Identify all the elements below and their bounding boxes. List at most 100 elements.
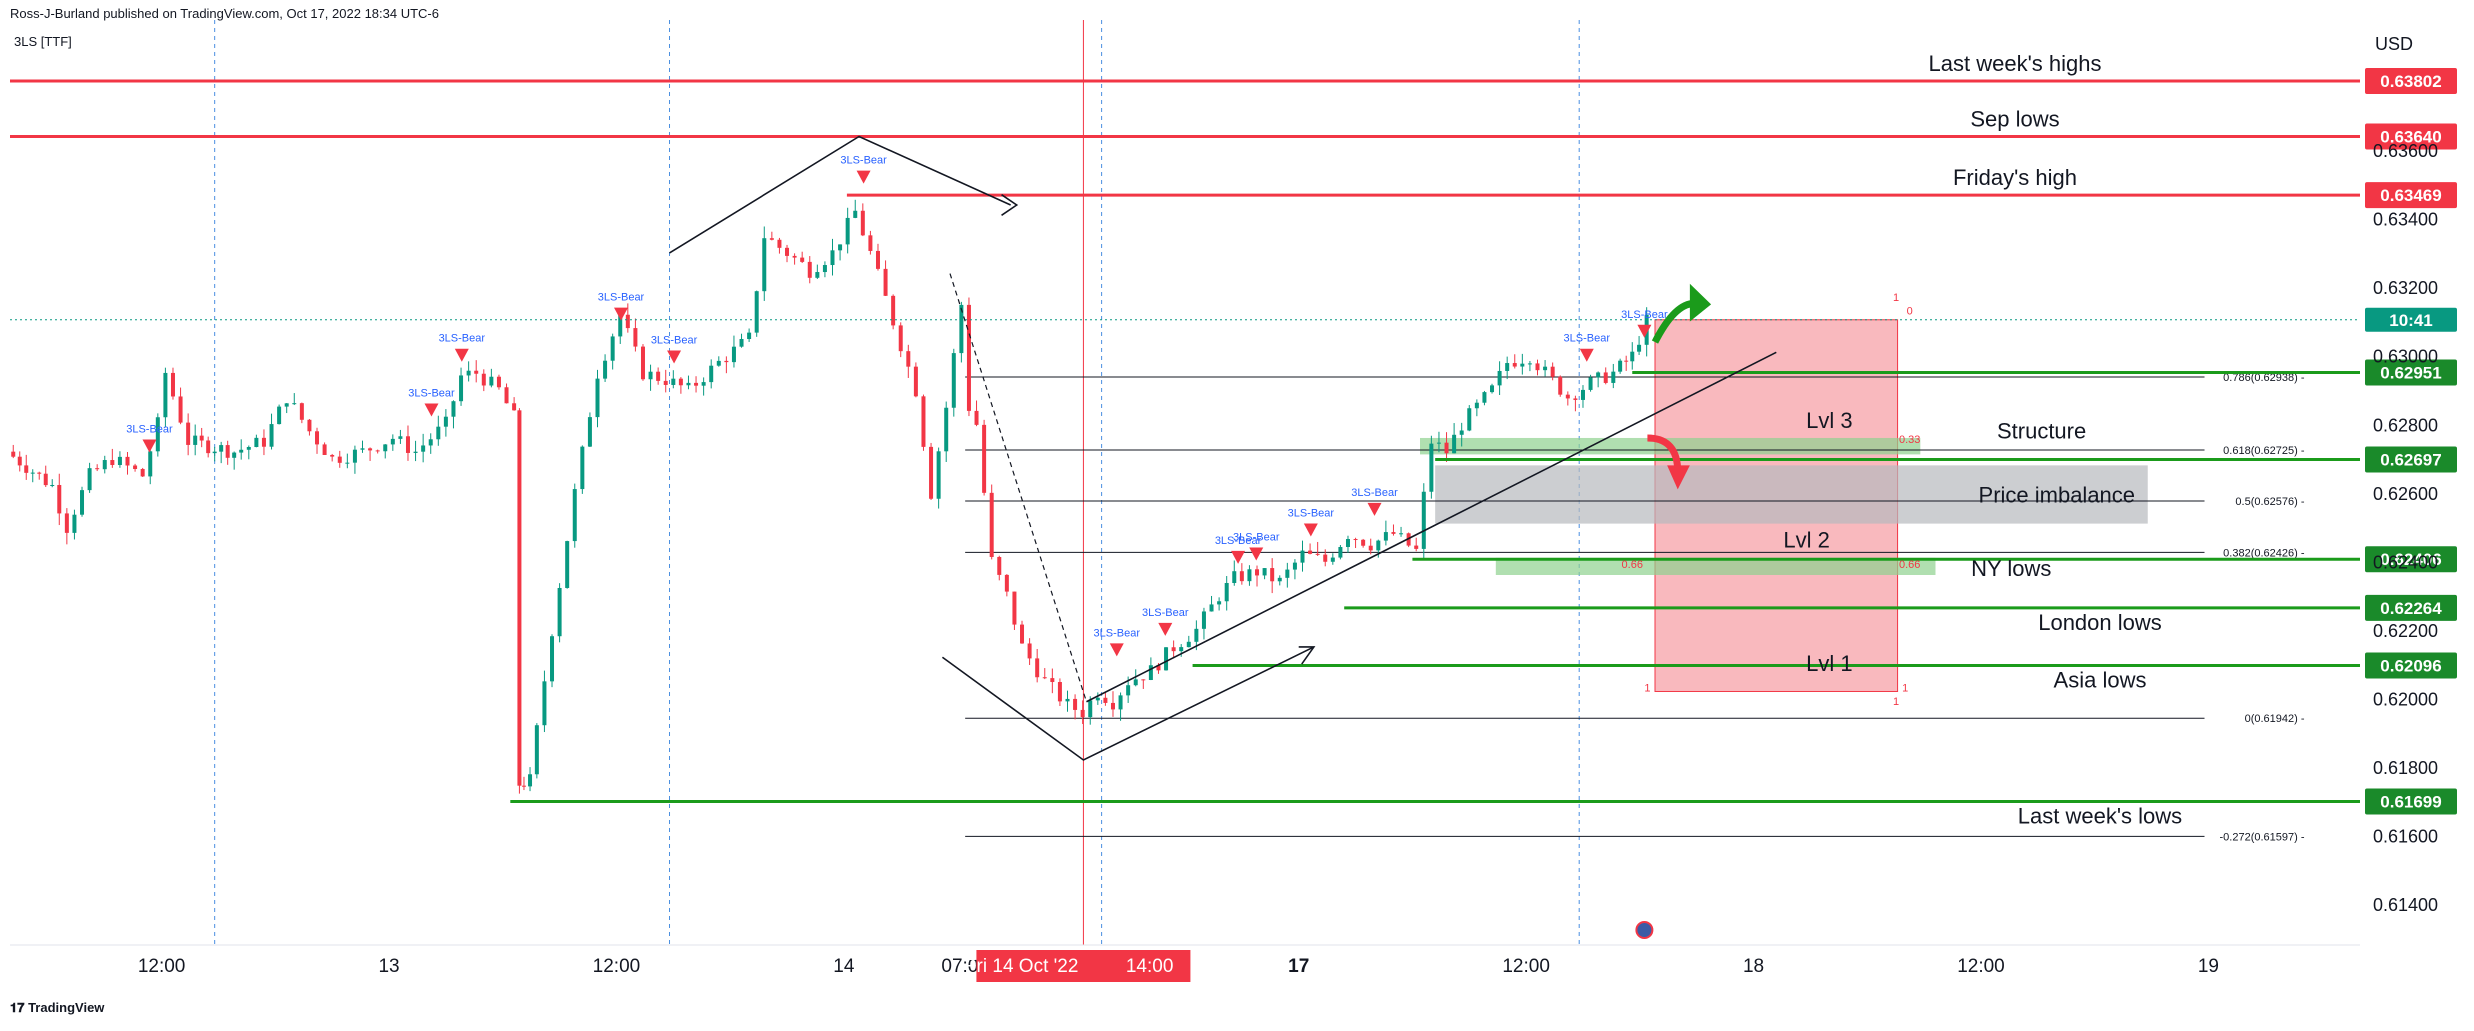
x-axis-tick-label: 19 (2198, 956, 2219, 977)
price-axis-tag-label: 0.63802 (2380, 72, 2441, 91)
candle-body (315, 431, 320, 445)
candle-body (57, 484, 62, 514)
candle-body (1027, 643, 1032, 659)
candle-body (807, 261, 812, 278)
candle-body (428, 439, 433, 446)
bear-signal-arrow-icon (856, 170, 871, 184)
candle-body (951, 353, 956, 408)
bear-signal-label: 3LS-Bear (1351, 487, 1398, 499)
price-axis-tag (2365, 182, 2457, 209)
candle-body (1217, 601, 1222, 605)
chart-annotation: Lvl 1 (1806, 651, 1852, 676)
bear-signal-arrow-icon (1579, 348, 1594, 362)
candle-body (390, 438, 395, 445)
candle-body (64, 513, 69, 533)
candle-body (170, 372, 175, 397)
candle-body (1459, 430, 1464, 435)
candle-body (701, 382, 706, 386)
logo-mark-icon: 𝟏𝟕 (10, 1000, 29, 1015)
price-axis-tag-label: 0.62697 (2380, 451, 2441, 470)
candle-body (542, 681, 547, 726)
price-axis-tag (2365, 788, 2457, 815)
candle-body (1452, 434, 1457, 454)
candle-body (1482, 392, 1487, 403)
candle-body (337, 456, 342, 463)
y-axis-tick-label: 0.63600 (2373, 141, 2438, 161)
crosshair-date-label: Fri 14 Oct '22 (965, 956, 1078, 977)
price-axis-tag-label: 0.62096 (2380, 656, 2441, 675)
candle-body (375, 450, 380, 452)
candle-body (443, 416, 448, 427)
symbol-label: 3LS [TTF] (14, 34, 72, 49)
candle-body (133, 465, 138, 470)
candle-body (1467, 408, 1472, 431)
candle-body (625, 314, 630, 329)
level-annotation: Friday's high (1953, 165, 2077, 190)
candle-body (1368, 545, 1373, 551)
candle-body (1505, 363, 1510, 371)
imbalance-zone (1435, 465, 2148, 524)
price-axis-tag (2365, 594, 2457, 621)
candle-body (739, 338, 744, 347)
candle-body (1580, 389, 1585, 400)
candle-body (1330, 557, 1335, 562)
candle-body (777, 239, 782, 248)
pattern-arrowhead (1001, 194, 1019, 216)
candle-body (1444, 442, 1449, 454)
candle-body (1637, 344, 1642, 352)
candle-body (155, 417, 160, 452)
candle-body (845, 217, 850, 245)
candle-body (800, 257, 805, 262)
x-axis-tick-label: 12:00 (138, 956, 186, 977)
candle-body (906, 351, 911, 367)
bear-signal-label: 3LS-Bear (126, 424, 173, 436)
bearish-arrow-head-icon (1667, 465, 1690, 490)
candle-body (694, 382, 699, 386)
candle-body (830, 250, 835, 266)
candle-body (459, 375, 464, 402)
candle-body (504, 387, 509, 404)
candle-body (1285, 569, 1290, 578)
candle-body (11, 451, 16, 457)
candle-body (1262, 568, 1267, 576)
candle-body (1156, 665, 1161, 671)
y-axis-tick-label: 0.61600 (2373, 826, 2438, 846)
fib-level-label: 0.5(0.62576) - (2235, 496, 2304, 508)
bear-signal-label: 3LS-Bear (1142, 607, 1189, 619)
candle-body (1520, 363, 1525, 367)
candle-body (1270, 568, 1275, 582)
candle-body (724, 360, 729, 363)
x-axis-tick-label: 12:00 (1957, 956, 2005, 977)
candle-body (640, 346, 645, 380)
candle-body (17, 456, 22, 466)
candle-body (1126, 685, 1131, 696)
candle-body (1573, 398, 1578, 400)
x-axis-tick-label: 14 (833, 956, 855, 977)
candle-body (936, 451, 941, 499)
y-axis-tick-label: 0.61800 (2373, 758, 2438, 778)
candle-body (1630, 351, 1635, 362)
zone-fib-label: 0.66 (1622, 559, 1643, 571)
x-axis-tick-label: 12:00 (1502, 956, 1550, 977)
publisher-caption: Ross-J-Burland published on TradingView.… (10, 6, 439, 21)
candle-body (87, 468, 92, 491)
candle-body (966, 304, 971, 411)
candle-body (186, 422, 191, 445)
x-axis-tick-label: 18 (1743, 956, 1764, 977)
x-axis-tick-label: 17 (1288, 956, 1309, 977)
candle-body (1050, 678, 1055, 683)
candle-body (481, 373, 486, 386)
candle-body (1376, 540, 1381, 551)
candle-body (1611, 371, 1616, 383)
candle-body (1399, 533, 1404, 535)
fib-level-label: 0.618(0.62725) - (2223, 445, 2305, 457)
y-axis-tick-label: 0.63000 (2373, 347, 2438, 367)
fib-level-label: -0.272(0.61597) - (2220, 831, 2305, 843)
y-axis-tick-label: 0.61400 (2373, 895, 2438, 915)
bear-signal-arrow-icon (1367, 502, 1382, 516)
candle-body (345, 462, 350, 464)
candle-body (1255, 569, 1260, 576)
candle-body (1224, 583, 1229, 602)
